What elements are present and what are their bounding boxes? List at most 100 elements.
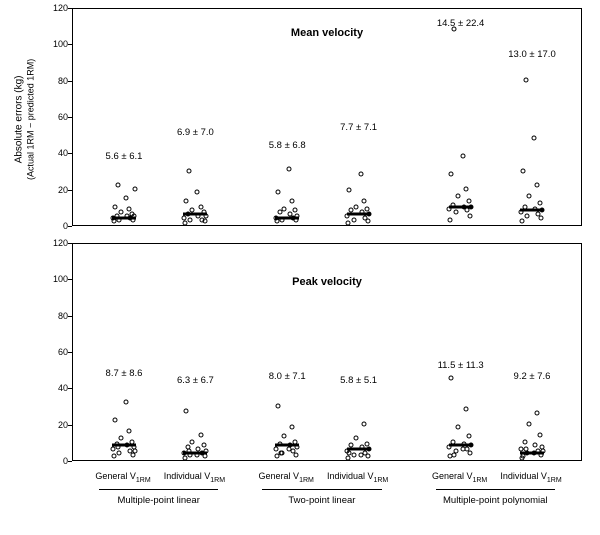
ytick-label: 40 [48,148,68,158]
ytick-label: 60 [48,347,68,357]
data-point [290,425,295,430]
data-point [112,204,117,209]
median-bar [183,213,207,216]
median-bar [520,209,544,212]
data-point [449,376,454,381]
data-point [453,210,458,215]
data-point [346,221,351,226]
xgroup-label: Two-point linear [288,495,355,506]
median-bar [275,444,299,447]
ytick-label: 20 [48,420,68,430]
xcat-top: Individual V1RM [164,471,225,484]
ytick [68,226,72,227]
data-point [463,407,468,412]
data-point [538,201,543,206]
data-point [347,188,352,193]
data-point [449,172,454,177]
data-point [112,418,117,423]
ytick [68,243,72,244]
data-point [115,183,120,188]
median-bar [449,205,473,208]
median-bar [347,213,371,216]
data-point [460,447,465,452]
xcat-top: General V1RM [95,471,150,484]
ytick-label: 60 [48,112,68,122]
xcat-top: General V1RM [432,471,487,484]
data-point [353,436,358,441]
data-point [184,408,189,413]
panel-top: Mean velocity5.6 ± 6.16.9 ± 7.05.8 ± 6.8… [72,8,582,226]
data-point [290,199,295,204]
data-point [364,441,369,446]
data-point [523,77,528,82]
data-point [466,434,471,439]
data-point [124,195,129,200]
data-point [127,428,132,433]
data-point [183,221,188,226]
data-point [276,190,281,195]
data-point [118,210,123,215]
data-point [287,447,292,452]
ytick [68,190,72,191]
data-point [532,135,537,140]
data-point [538,432,543,437]
annotation-text: 7.7 ± 7.1 [340,122,377,133]
data-point [364,206,369,211]
annotation-text: 11.5 ± 11.3 [438,360,484,371]
ytick [68,153,72,154]
panel-bottom: Peak velocity8.7 ± 8.66.3 ± 6.78.0 ± 7.1… [72,243,582,461]
ytick-label: 0 [48,456,68,466]
annotation-text: 8.7 ± 8.6 [106,368,143,379]
xcat-top: General V1RM [259,471,314,484]
median-bar [449,444,473,447]
ytick-label: 100 [48,274,68,284]
data-point [198,432,203,437]
data-point [463,186,468,191]
data-point [201,443,206,448]
data-point [287,166,292,171]
annotation-text: 5.6 ± 6.1 [106,151,143,162]
xgroup-line [99,489,218,490]
median-bar [112,216,136,219]
annotation-text: 9.2 ± 7.6 [514,371,551,382]
ytick [68,8,72,9]
data-point [520,168,525,173]
median-bar [112,444,136,447]
median-bar [275,216,299,219]
data-point [188,217,193,222]
data-point [124,399,129,404]
ytick [68,352,72,353]
data-point [535,410,540,415]
data-point [524,213,529,218]
data-point [346,456,351,461]
ytick-label: 80 [48,76,68,86]
annotation-text: 5.8 ± 6.8 [269,140,306,151]
data-point [460,153,465,158]
ytick-label: 40 [48,383,68,393]
data-point [526,421,531,426]
xcat-top: Individual V1RM [327,471,388,484]
median-bar [347,448,371,451]
ytick-label: 100 [48,39,68,49]
annotation-text: 5.8 ± 5.1 [340,375,377,386]
data-point [535,183,540,188]
y-axis-label: Absolute errors (kg)(Actual 1RM − predic… [14,29,37,209]
data-point [198,204,203,209]
data-point [358,172,363,177]
data-point [361,421,366,426]
ytick-label: 20 [48,185,68,195]
xcat-top: Individual V1RM [500,471,561,484]
data-point [127,206,132,211]
panel-title: Mean velocity [73,27,581,39]
data-point [520,454,525,459]
annotation-text: 8.0 ± 7.1 [269,371,306,382]
data-point [452,452,457,457]
ytick-label: 80 [48,311,68,321]
xgroup-line [436,489,555,490]
data-point [519,219,524,224]
annotation-text: 13.0 ± 17.0 [508,49,555,60]
data-point [279,450,284,455]
ytick [68,44,72,45]
data-point [118,436,123,441]
data-point [526,193,531,198]
